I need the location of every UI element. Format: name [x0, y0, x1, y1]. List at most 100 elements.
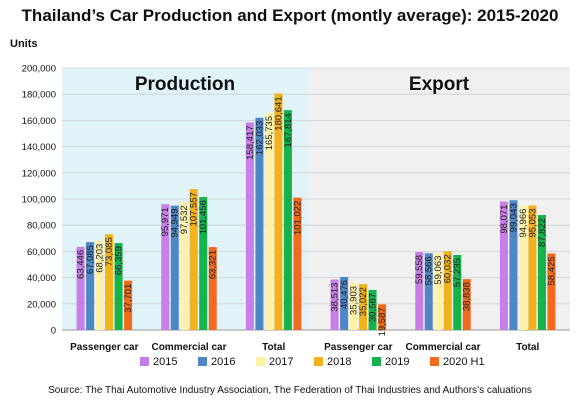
y-tick-label: 180,000 — [22, 90, 56, 101]
y-tick-label: 160,000 — [22, 116, 56, 127]
bar — [453, 255, 462, 330]
legend-swatch — [198, 357, 207, 366]
data-label: 97,532 — [179, 205, 190, 234]
data-label: 180,641 — [273, 96, 284, 130]
data-label: 59,063 — [433, 256, 444, 285]
y-tick-label: 100,000 — [22, 195, 56, 206]
data-label: 94,966 — [518, 209, 529, 238]
legend-label: 2018 — [327, 356, 351, 368]
bar — [189, 189, 198, 330]
bar — [509, 200, 518, 330]
data-label: 158,417 — [245, 125, 256, 159]
y-tick-label: 80,000 — [27, 221, 56, 232]
data-label: 37,701 — [123, 284, 134, 313]
data-label: 101,456 — [198, 200, 209, 234]
panel-label-export: Export — [409, 74, 470, 95]
data-label: 167,814 — [283, 113, 294, 147]
bar — [537, 214, 546, 330]
x-category-label: Passenger car — [70, 342, 138, 353]
data-label: 99,043 — [508, 203, 519, 232]
data-label: 101,022 — [292, 201, 303, 235]
data-label: 87,822 — [537, 218, 548, 247]
x-category-label: Total — [516, 342, 539, 353]
legend-swatch — [314, 357, 323, 366]
bar — [359, 284, 368, 330]
bar — [283, 110, 292, 330]
y-tick-label: 200,000 — [22, 64, 56, 75]
data-label: 73,085 — [104, 237, 115, 266]
bar — [95, 240, 104, 330]
legend-swatch — [256, 357, 265, 366]
data-label: 94,949 — [170, 209, 181, 238]
data-label: 38,838 — [462, 282, 473, 311]
data-label: 68,203 — [95, 244, 106, 273]
legend-label: 2015 — [153, 356, 177, 368]
bar — [255, 117, 264, 330]
bar — [499, 201, 508, 330]
data-label: 60,032 — [443, 254, 454, 283]
data-label: 63,446 — [76, 250, 87, 279]
y-tick-label: 120,000 — [22, 168, 56, 179]
y-tick-label: 60,000 — [27, 247, 56, 258]
legend-label: 2016 — [211, 356, 235, 368]
bar — [547, 253, 556, 330]
data-label: 98,071 — [499, 205, 510, 234]
chart-title: Thailand’s Car Production and Export (mo… — [21, 6, 559, 25]
data-label: 38,513 — [330, 283, 341, 312]
data-label: 40,476 — [339, 280, 350, 309]
bar — [161, 204, 170, 330]
x-category-label: Passenger car — [324, 342, 392, 353]
bar — [443, 251, 452, 330]
x-category-label: Commercial car — [151, 342, 226, 353]
bar — [415, 251, 424, 330]
bar — [124, 280, 133, 330]
bar — [170, 205, 179, 330]
bar — [105, 234, 114, 330]
data-label: 57,235 — [452, 258, 463, 287]
bar — [340, 276, 349, 330]
bar — [528, 205, 537, 330]
x-category-label: Total — [262, 342, 285, 353]
y-axis-label: Units — [10, 38, 38, 50]
legend-label: 2017 — [269, 356, 293, 368]
bar — [330, 279, 339, 330]
legend-label: 2020 H1 — [443, 356, 485, 368]
data-label: 35,022 — [358, 287, 369, 316]
bar — [368, 289, 377, 330]
bar — [378, 304, 387, 330]
data-label: 59,558 — [414, 255, 425, 284]
x-category-label: Commercial car — [405, 342, 480, 353]
bar — [245, 122, 254, 331]
data-label: 19,587 — [377, 307, 388, 336]
legend-swatch — [372, 357, 381, 366]
bar — [349, 282, 358, 330]
data-label: 162,033 — [254, 121, 265, 155]
y-tick-label: 40,000 — [27, 273, 56, 284]
bar — [76, 246, 85, 330]
data-label: 95,971 — [160, 207, 171, 236]
bar — [424, 253, 433, 330]
source-note: Source: The Thai Automotive Industry Ass… — [48, 385, 532, 396]
bar — [274, 93, 283, 330]
bar — [434, 252, 443, 330]
y-tick-label: 20,000 — [27, 299, 56, 310]
y-tick-label: 140,000 — [22, 142, 56, 153]
bar — [208, 247, 217, 330]
data-label: 66,359 — [114, 246, 125, 275]
data-label: 107,557 — [189, 192, 200, 226]
bar — [462, 279, 471, 330]
panel-label-production: Production — [135, 74, 235, 95]
legend-swatch — [430, 357, 439, 366]
legend-label: 2019 — [385, 356, 409, 368]
data-label: 58,566 — [424, 256, 435, 285]
bar — [518, 205, 527, 330]
y-tick-label: 0 — [51, 326, 56, 337]
data-label: 165,735 — [264, 116, 275, 150]
bar — [264, 112, 273, 331]
data-label: 35,903 — [349, 286, 360, 315]
data-label: 30,587 — [368, 293, 379, 322]
bar — [293, 197, 302, 330]
bar — [199, 197, 208, 330]
data-label: 63,321 — [208, 250, 219, 279]
